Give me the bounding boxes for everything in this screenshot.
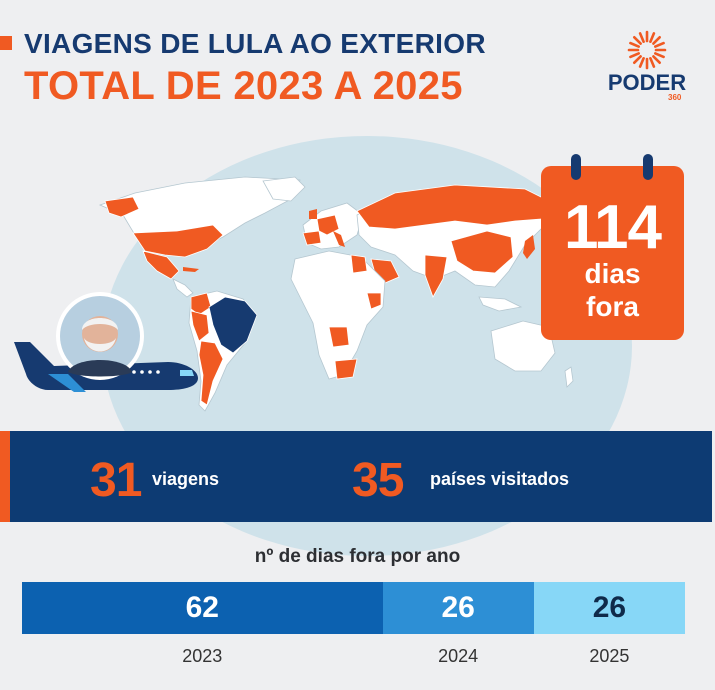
bar-segment-2023: 62 [22,582,383,634]
map-brazil [208,296,258,354]
map-india [424,254,448,298]
map-australia [490,320,556,372]
trips-count: 31 [90,454,142,507]
sun-icon [627,30,667,70]
map-france-germany [316,214,340,236]
countries-count: 35 [352,454,404,507]
bar-value-label: 26 [441,591,475,624]
year-label-2024: 2024 [438,646,479,666]
map-japan [523,235,535,259]
map-central-america [172,278,194,298]
bar-value-label: 62 [185,591,219,624]
calendar-ring-left [571,154,581,180]
map-angola [328,326,350,348]
days-per-year-chart: 62 26 26 [22,582,685,634]
page-subtitle: TOTAL DE 2023 A 2025 [24,64,463,108]
portrait-shoulders [68,360,132,377]
logo-wordmark: PODER [607,70,687,95]
map-mexico [142,250,180,280]
map-new-zealand [564,366,574,388]
stats-band: 31 viagens 35 países visitados [0,431,712,522]
map-uk [309,209,317,219]
map-colombia [190,292,212,316]
bar-segment-2025: 26 [533,582,685,634]
page-title: VIAGENS DE LULA AO EXTERIOR [24,28,486,59]
world-map [98,176,574,412]
poder360-logo: PODER 360 [606,30,692,105]
map-greenland [262,176,306,202]
year-label-2025: 2025 [589,646,630,666]
trips-label: viagens [152,469,220,489]
plane-with-portrait [14,292,198,392]
map-italy [333,231,345,247]
map-iberia [302,230,322,246]
plane-wing-icon [48,374,86,392]
map-cuba [183,267,199,272]
map-ethiopia [366,292,382,310]
stats-band-accent [0,431,10,522]
map-alaska [104,196,140,218]
portrait-hair [82,318,118,330]
calendar-ring-right [643,154,653,180]
calendar-days-total: 114 [563,193,662,262]
portrait-beard [84,338,116,352]
map-chile-argentina [198,340,224,406]
map-egypt [350,254,368,274]
year-label-2023: 2023 [182,646,223,666]
chart-title: nº de dias fora por ano [254,546,461,567]
calendar-label-line2: fora [586,291,639,322]
bar-value-label: 26 [592,591,627,624]
map-usa [132,224,224,258]
logo-number: 360 [668,93,682,102]
calendar-label-line1: dias [584,258,641,289]
bar-segment-2024: 26 [382,582,534,634]
map-russia [356,184,554,230]
map-africa-base [290,250,386,380]
map-south-africa [334,358,358,380]
calendar-card: 114 dias fora [541,154,684,340]
plane-nose-window [180,370,194,376]
map-china [450,230,514,274]
map-indonesia [478,296,523,312]
countries-label: países visitados [430,469,570,489]
map-peru [190,310,210,342]
title-accent-bar [0,36,12,50]
